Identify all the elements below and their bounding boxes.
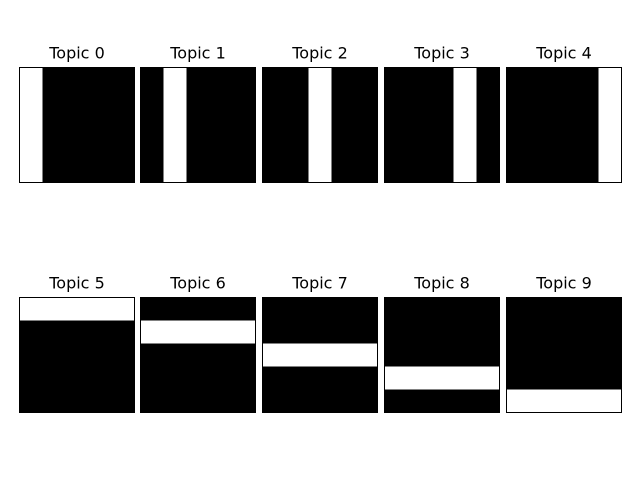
topic-panel-8: Topic 8 [384,274,500,413]
topic-bar-horizontal [384,366,500,390]
topic-frame [19,67,135,183]
topic-panel-9: Topic 9 [506,274,622,413]
topic-frame [262,67,378,183]
topic-matrix-background [140,297,256,413]
topic-title: Topic 6 [169,274,226,293]
topic-bar-vertical [598,67,622,183]
topic-panel-7: Topic 7 [262,274,378,413]
topic-title: Topic 1 [169,44,226,63]
topic-title: Topic 5 [48,274,105,293]
topic-bar-vertical [453,67,477,183]
topic-bar-horizontal [506,389,622,413]
topic-frame [140,67,256,183]
topic-panel-4: Topic 4 [506,44,622,183]
topic-title: Topic 8 [413,274,470,293]
topic-panel-0: Topic 0 [19,44,135,183]
topic-bar-horizontal [262,343,378,367]
topic-frame [384,297,500,413]
topic-panel-6: Topic 6 [140,274,256,413]
topic-frame [19,297,135,413]
topic-frame [506,67,622,183]
topic-panel-2: Topic 2 [262,44,378,183]
topic-panels: Topic 0 Topic 1 Topic 2 Topic 3 Topic 4 Topic… [19,44,622,413]
topic-frame [384,67,500,183]
topic-title: Topic 0 [48,44,105,63]
topic-title: Topic 9 [535,274,592,293]
topic-panel-1: Topic 1 [140,44,256,183]
topic-matrix-background [384,67,500,183]
topic-bar-vertical [308,67,332,183]
topic-title: Topic 7 [291,274,348,293]
topic-bar-vertical [19,67,43,183]
topic-frame [262,297,378,413]
topic-title: Topic 4 [535,44,592,63]
topic-title: Topic 3 [413,44,470,63]
topic-matrix-background [140,67,256,183]
topic-bar-horizontal [19,297,135,321]
topic-panel-3: Topic 3 [384,44,500,183]
topic-frame [140,297,256,413]
topic-matrix-background [384,297,500,413]
topic-frame [506,297,622,413]
topic-title: Topic 2 [291,44,348,63]
topic-bar-vertical [163,67,187,183]
topic-bar-horizontal [140,320,256,344]
topic-panel-5: Topic 5 [19,274,135,413]
